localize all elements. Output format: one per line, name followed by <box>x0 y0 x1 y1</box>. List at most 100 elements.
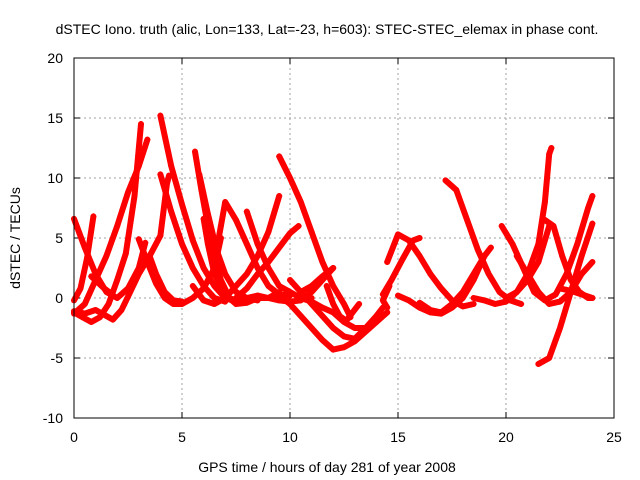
data-series <box>297 265 337 295</box>
data-series <box>498 193 596 304</box>
data-point <box>211 301 218 307</box>
data-point <box>535 241 542 247</box>
data-point <box>265 295 272 301</box>
data-series <box>71 172 173 323</box>
data-point <box>101 285 108 292</box>
data-point <box>170 297 177 304</box>
data-point <box>157 232 164 239</box>
series-line <box>88 273 114 297</box>
data-point <box>330 265 337 271</box>
data-point <box>319 304 326 311</box>
data-marks <box>71 112 596 367</box>
data-point <box>319 273 326 280</box>
data-point <box>518 301 525 307</box>
data-point <box>410 237 417 244</box>
data-point <box>470 301 477 307</box>
data-point <box>127 289 134 295</box>
series-line <box>503 223 553 301</box>
data-point <box>459 289 466 295</box>
data-point <box>464 217 471 223</box>
data-series <box>88 273 114 297</box>
data-series <box>416 253 488 316</box>
data-point <box>189 265 196 271</box>
data-point <box>90 213 97 220</box>
data-point <box>513 289 520 295</box>
data-point <box>276 244 283 251</box>
plot-frame <box>73 57 615 419</box>
data-point <box>384 304 391 311</box>
data-point <box>308 325 315 331</box>
data-point <box>341 344 347 351</box>
data-point <box>453 187 460 193</box>
data-point <box>341 301 347 307</box>
data-point <box>107 290 114 297</box>
data-point <box>308 298 315 305</box>
y-axis-label: dSTEC / TECUs <box>7 187 23 289</box>
data-point <box>243 285 250 292</box>
data-point <box>153 271 160 277</box>
data-point <box>578 271 585 277</box>
data-series <box>146 253 185 305</box>
x-tick-label: 10 <box>282 429 298 445</box>
x-tick-label: 15 <box>390 429 406 445</box>
data-point <box>341 333 347 340</box>
data-point <box>449 301 455 307</box>
data-point <box>287 277 293 283</box>
series-line <box>541 217 596 301</box>
y-tick-label: 0 <box>55 290 63 306</box>
data-point <box>135 236 142 243</box>
data-point <box>356 301 363 307</box>
data-point <box>395 231 401 238</box>
data-point <box>399 256 406 263</box>
data-point <box>330 301 337 307</box>
data-point <box>131 193 138 199</box>
data-point <box>297 199 304 205</box>
data-point <box>217 223 224 229</box>
series-line <box>535 220 596 367</box>
data-point <box>233 283 239 289</box>
data-point <box>233 295 239 301</box>
y-tick-label: -5 <box>51 350 64 366</box>
data-point <box>379 297 386 304</box>
data-point <box>204 241 211 247</box>
data-point <box>546 355 553 361</box>
data-point <box>373 319 380 325</box>
data-point <box>103 253 110 259</box>
data-point <box>330 346 337 353</box>
data-point <box>114 295 121 301</box>
tick-labels: 0 5 10 15 20 25 -10 -5 0 5 10 15 20 <box>43 50 622 445</box>
data-point <box>179 241 185 247</box>
data-point <box>135 271 142 277</box>
series-line <box>297 265 337 295</box>
data-point <box>546 301 553 307</box>
data-point <box>243 295 250 301</box>
data-point <box>287 230 293 237</box>
data-point <box>161 289 168 295</box>
data-point <box>351 325 358 331</box>
data-point <box>243 271 250 277</box>
data-point <box>535 361 542 367</box>
data-point <box>546 151 553 157</box>
data-point <box>535 259 542 265</box>
data-series <box>71 121 144 325</box>
data-point <box>297 313 304 319</box>
data-point <box>295 223 302 229</box>
data-point <box>416 253 423 259</box>
y-tick-label: 10 <box>47 170 63 186</box>
data-point <box>114 277 121 283</box>
data-point <box>254 292 261 299</box>
data-point <box>330 283 337 289</box>
chart-title: dSTEC Iono. truth (alic, Lon=133, Lat=-2… <box>56 21 599 37</box>
data-point <box>265 283 272 289</box>
data-point <box>135 163 142 169</box>
data-point <box>144 136 151 143</box>
data-point <box>81 310 88 317</box>
data-point <box>81 301 88 307</box>
data-point <box>168 163 175 169</box>
data-point <box>509 241 516 247</box>
data-point <box>137 121 144 127</box>
data-point <box>427 271 434 277</box>
data-point <box>114 223 121 229</box>
series-line <box>323 283 363 324</box>
data-point <box>88 319 95 325</box>
